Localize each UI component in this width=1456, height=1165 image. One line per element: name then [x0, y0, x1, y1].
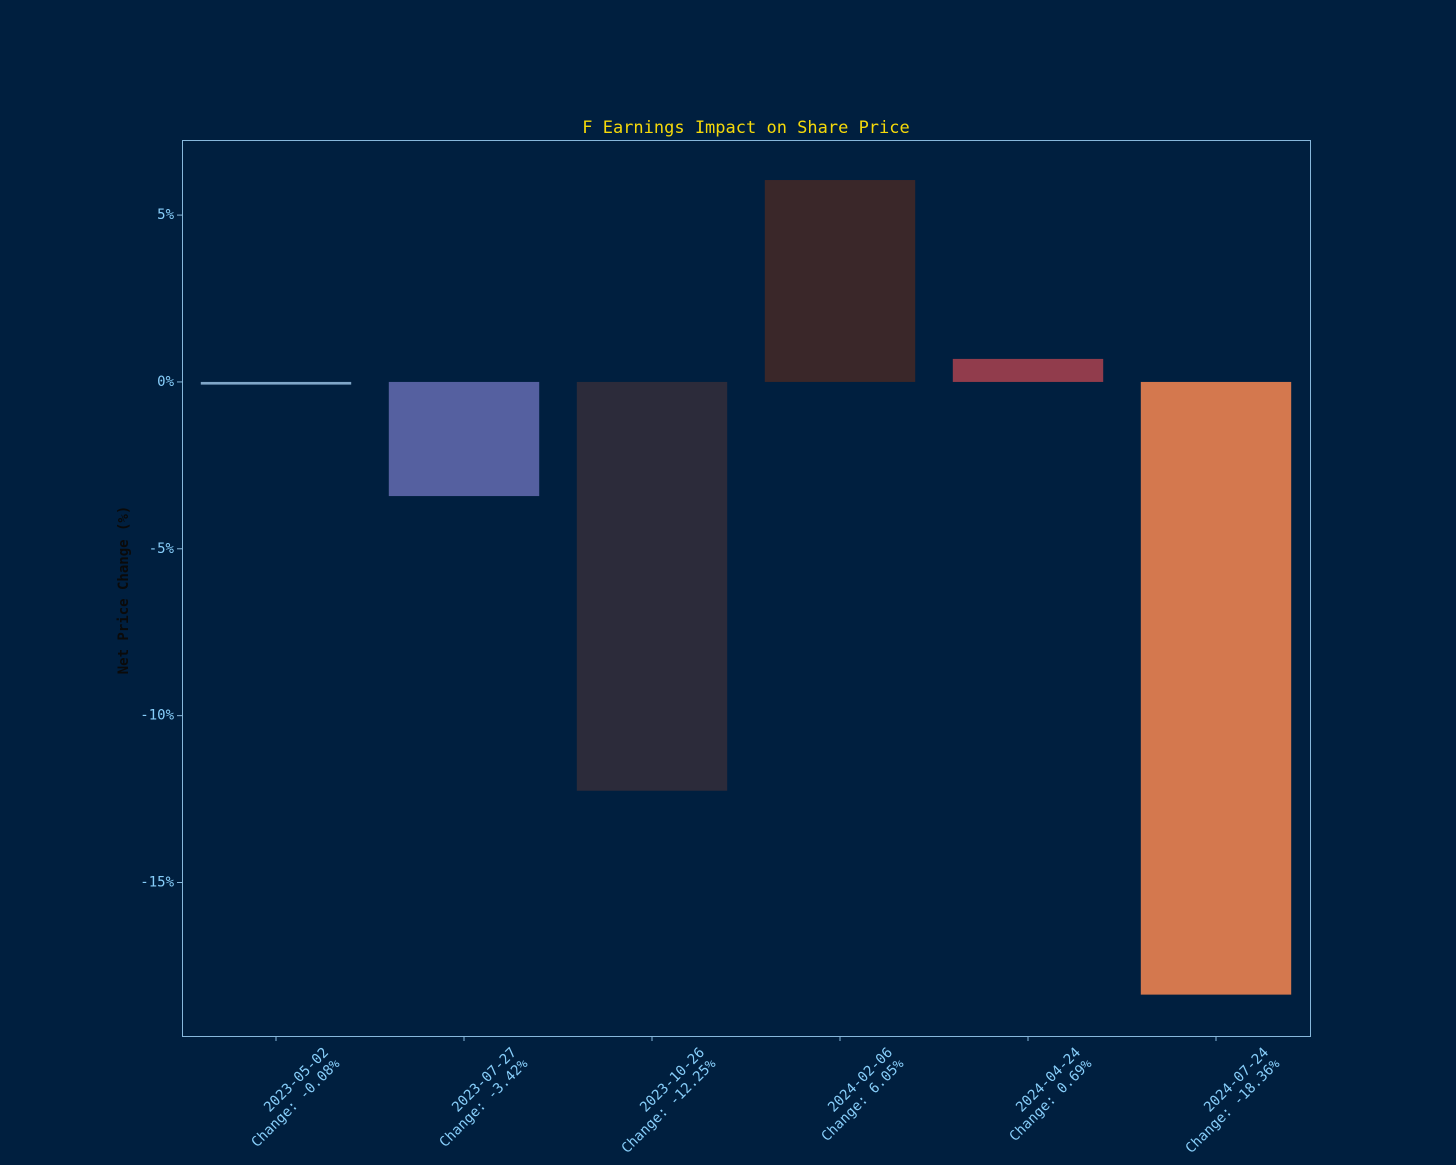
- bar: [200, 381, 352, 385]
- y-tick-label: -10%: [140, 708, 174, 724]
- plot-frame: [182, 140, 1311, 1037]
- y-tick-label: -15%: [140, 874, 174, 890]
- bar: [388, 381, 540, 497]
- y-tick-label: -5%: [149, 541, 175, 557]
- bar: [1140, 381, 1292, 995]
- y-tick-label: 0%: [157, 374, 174, 390]
- bar: [952, 358, 1104, 382]
- y-tick-label: 5%: [157, 207, 174, 223]
- bar: [576, 381, 728, 791]
- bar: [764, 180, 916, 382]
- y-axis-label: Net Price Change (%): [116, 506, 132, 675]
- chart-title: F Earnings Impact on Share Price: [582, 118, 910, 138]
